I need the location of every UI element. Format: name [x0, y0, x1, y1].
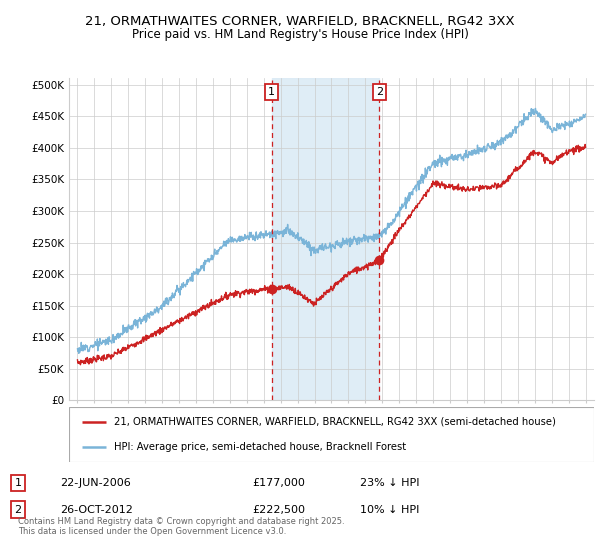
- Text: 1: 1: [14, 478, 22, 488]
- Text: 10% ↓ HPI: 10% ↓ HPI: [360, 505, 419, 515]
- Text: Price paid vs. HM Land Registry's House Price Index (HPI): Price paid vs. HM Land Registry's House …: [131, 28, 469, 41]
- Text: 22-JUN-2006: 22-JUN-2006: [60, 478, 131, 488]
- Text: £222,500: £222,500: [252, 505, 305, 515]
- Bar: [272, 78, 379, 400]
- Text: 1: 1: [268, 87, 275, 97]
- Text: 21, ORMATHWAITES CORNER, WARFIELD, BRACKNELL, RG42 3XX: 21, ORMATHWAITES CORNER, WARFIELD, BRACK…: [85, 15, 515, 27]
- Text: 2: 2: [14, 505, 22, 515]
- Text: £177,000: £177,000: [252, 478, 305, 488]
- FancyBboxPatch shape: [69, 407, 594, 462]
- Text: 26-OCT-2012: 26-OCT-2012: [60, 505, 133, 515]
- Text: HPI: Average price, semi-detached house, Bracknell Forest: HPI: Average price, semi-detached house,…: [113, 442, 406, 452]
- Text: Contains HM Land Registry data © Crown copyright and database right 2025.
This d: Contains HM Land Registry data © Crown c…: [18, 517, 344, 536]
- Text: 2: 2: [376, 87, 383, 97]
- Text: 23% ↓ HPI: 23% ↓ HPI: [360, 478, 419, 488]
- Text: 21, ORMATHWAITES CORNER, WARFIELD, BRACKNELL, RG42 3XX (semi-detached house): 21, ORMATHWAITES CORNER, WARFIELD, BRACK…: [113, 417, 556, 427]
